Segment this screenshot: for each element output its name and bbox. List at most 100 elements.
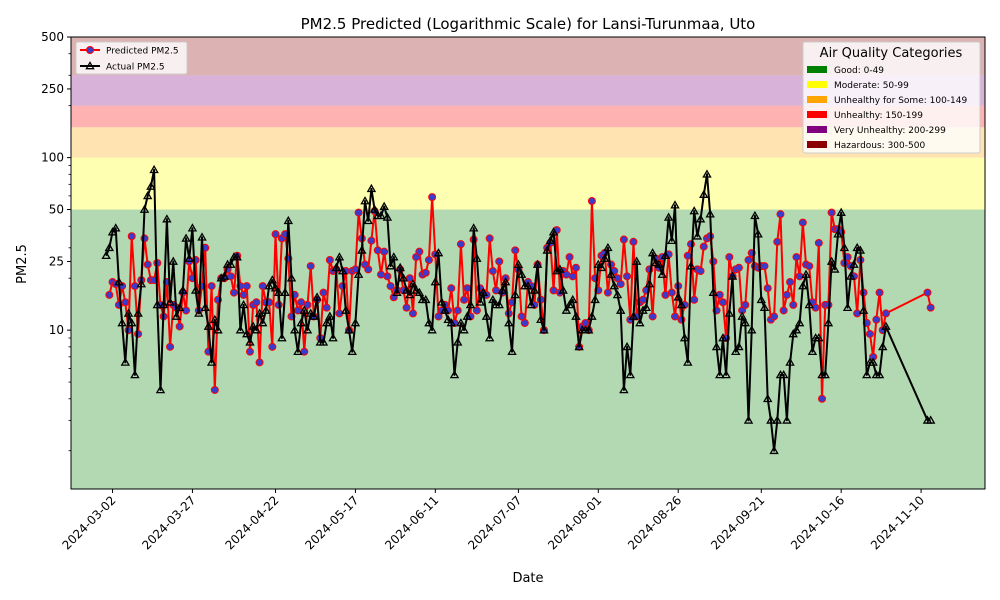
- data-point: [571, 311, 581, 320]
- data-point: [568, 294, 578, 304]
- data-point: [718, 333, 728, 342]
- data-point: [306, 262, 315, 271]
- category-label: Hazardous: 300-500: [834, 141, 925, 151]
- category-swatch: [807, 81, 827, 88]
- data-point: [773, 237, 782, 246]
- data-point: [443, 314, 453, 324]
- y-tick-label: 100: [41, 151, 64, 165]
- data-point: [731, 346, 741, 356]
- data-point: [785, 357, 795, 366]
- data-point: [692, 231, 703, 240]
- data-point: [251, 325, 262, 334]
- data-point: [667, 235, 677, 245]
- data-point: [792, 253, 801, 262]
- data-point: [210, 385, 219, 394]
- category-swatch: [807, 126, 827, 133]
- data-point: [440, 305, 450, 314]
- category-swatch: [807, 66, 827, 73]
- data-point: [593, 259, 604, 268]
- data-point: [778, 370, 789, 379]
- y-tick-label: 250: [41, 82, 64, 96]
- data-point: [878, 341, 888, 351]
- data-point: [769, 445, 779, 455]
- data-point: [818, 394, 827, 403]
- data-point: [564, 300, 575, 309]
- data-point: [772, 415, 782, 424]
- data-point: [478, 287, 488, 296]
- data-point: [382, 212, 393, 221]
- series-legend: Predicted PM2.5 Actual PM2.5: [75, 41, 188, 75]
- data-point: [456, 318, 466, 327]
- data-point: [623, 272, 632, 281]
- chart-title: PM2.5 Predicted (Logarithmic Scale) for …: [301, 15, 756, 33]
- data-point: [603, 288, 612, 297]
- data-point: [175, 322, 184, 331]
- data-point: [743, 415, 754, 424]
- data-point: [926, 303, 935, 312]
- data-point: [830, 264, 840, 273]
- data-point: [252, 298, 261, 307]
- data-point: [484, 333, 495, 342]
- data-point: [545, 235, 556, 245]
- data-point: [475, 297, 485, 306]
- data-point: [430, 277, 441, 286]
- data-point: [635, 318, 645, 327]
- data-point: [433, 248, 444, 257]
- data-point: [855, 245, 866, 254]
- data-point: [753, 229, 763, 238]
- data-point: [616, 280, 625, 289]
- data-point: [366, 183, 377, 193]
- category-label: Good: 0-49: [834, 66, 884, 76]
- data-point: [300, 347, 309, 356]
- legend-label-predicted: Predicted PM2.5: [106, 47, 179, 57]
- data-point: [686, 240, 695, 249]
- data-point: [708, 287, 719, 296]
- data-point: [875, 288, 884, 297]
- data-point: [801, 269, 811, 278]
- data-point: [174, 302, 185, 311]
- data-point: [392, 287, 402, 296]
- data-point: [615, 305, 626, 314]
- data-point: [639, 295, 648, 304]
- data-point: [261, 305, 271, 314]
- x-tick-label: 2024-09-21: [708, 493, 767, 552]
- data-point: [117, 318, 127, 327]
- data-point: [516, 269, 527, 278]
- category-label: Moderate: 50-99: [834, 81, 909, 91]
- data-point: [242, 329, 252, 338]
- data-point: [187, 223, 198, 232]
- data-point: [795, 272, 804, 281]
- data-point: [121, 298, 130, 307]
- data-point: [245, 337, 255, 346]
- data-point: [791, 325, 802, 334]
- data-point: [798, 281, 808, 290]
- data-point: [114, 277, 124, 286]
- category-legend: Air Quality Categories Good: 0-49 Moderate…: [802, 41, 981, 154]
- data-point: [606, 269, 616, 278]
- series-layer: [101, 164, 936, 455]
- data-point: [350, 318, 361, 327]
- data-point: [826, 256, 837, 265]
- data-point: [395, 262, 405, 272]
- data-point: [679, 333, 690, 342]
- data-point: [142, 190, 153, 200]
- data-point: [500, 277, 511, 286]
- data-point: [168, 256, 178, 265]
- data-point: [424, 318, 434, 327]
- data-point: [671, 312, 680, 321]
- data-point: [190, 285, 201, 294]
- data-point: [459, 325, 469, 334]
- data-point: [166, 342, 175, 351]
- data-point: [683, 357, 693, 366]
- data-point: [721, 370, 731, 379]
- data-point: [539, 325, 549, 334]
- data-point: [814, 333, 824, 342]
- data-point: [599, 253, 610, 262]
- data-point: [689, 206, 699, 215]
- data-point: [184, 253, 194, 262]
- data-point: [446, 318, 457, 327]
- data-point: [398, 273, 409, 282]
- data-point: [325, 311, 335, 320]
- data-point: [139, 204, 150, 213]
